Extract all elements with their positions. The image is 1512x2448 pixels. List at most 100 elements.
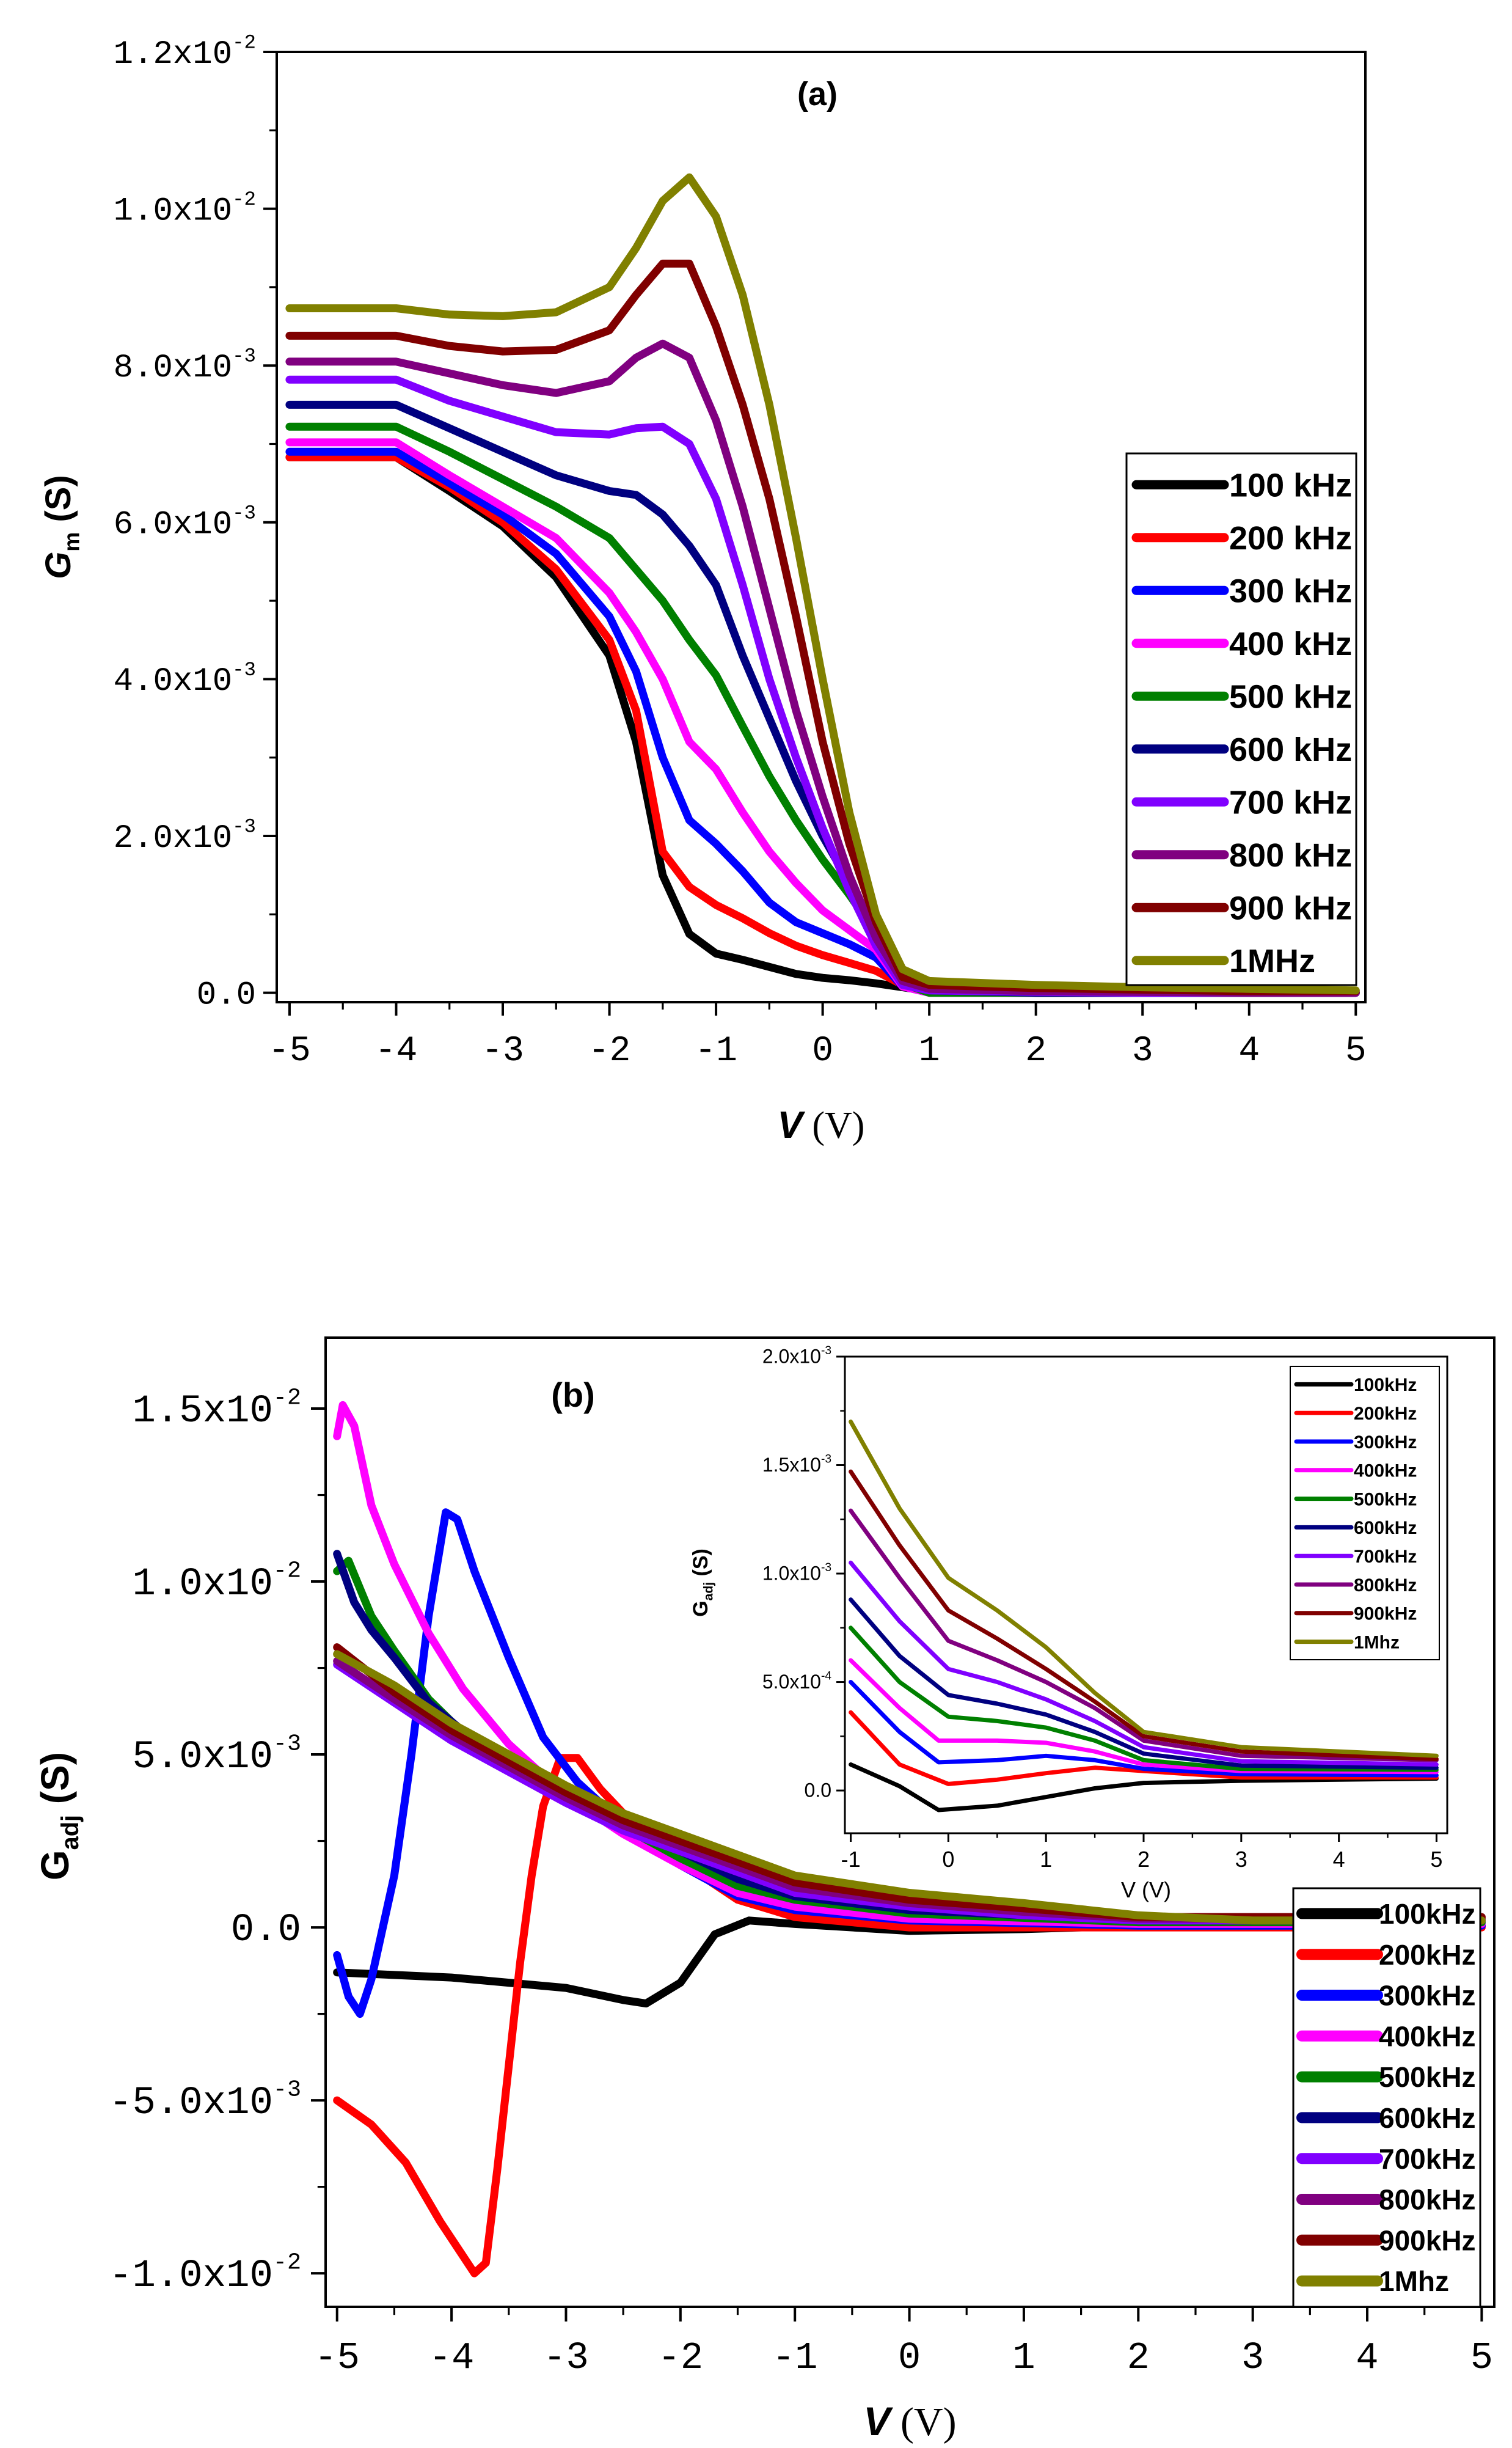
- series-line-700khz: [849, 1560, 1439, 1767]
- legend-item: 700kHz: [1296, 2143, 1476, 2175]
- legend-label: 100 kHz: [1229, 467, 1352, 504]
- legend-box: [1290, 1366, 1440, 1660]
- legend-label: 300kHz: [1354, 1432, 1417, 1453]
- x-tick-label: 3: [1132, 1032, 1153, 1071]
- legend-item: 100kHz: [1294, 1375, 1417, 1395]
- x-axis-title-unit: (V): [803, 1105, 865, 1146]
- legend-item: 600kHz: [1296, 2102, 1476, 2134]
- series-line-500khz: [849, 1625, 1439, 1772]
- legend-item: 1Mhz: [1294, 1632, 1400, 1652]
- plot-frame: [844, 1355, 1448, 1834]
- legend-item: 400kHz: [1296, 2020, 1476, 2052]
- legend-item: 400 kHz: [1131, 626, 1352, 662]
- legend-item: 900kHz: [1296, 2224, 1476, 2256]
- series-line-1mhz: [333, 1650, 1486, 1925]
- y-axis-title-main: G: [38, 552, 78, 579]
- legend-label: 1MHz: [1229, 943, 1315, 980]
- legend-item: 300 kHz: [1131, 573, 1352, 610]
- x-tick-label: 5: [1430, 1847, 1442, 1872]
- chart-panel-a: -5 -4 -3 -2 -1 0 1 2 3 4 50.02.0x10-34.0x10-36.0x1…: [38, 32, 1367, 1146]
- y-axis-title-unit: (S): [33, 1752, 77, 1815]
- y-tick-mantissa: 1.0x10: [114, 192, 232, 230]
- y-tick-exponent: -3: [232, 659, 256, 681]
- y-tick-mantissa: 2.0x10: [114, 820, 232, 857]
- series-line-600khz: [849, 1597, 1439, 1770]
- legend-label: 500kHz: [1379, 2061, 1476, 2093]
- x-axis-title-var: V: [778, 1104, 806, 1146]
- x-tick-label: 3: [1235, 1847, 1247, 1872]
- y-tick-exponent: -3: [232, 345, 256, 368]
- y-tick-mantissa: 0.0: [197, 977, 256, 1014]
- x-axis-title: V (V): [778, 1104, 865, 1146]
- legend-item: 300kHz: [1296, 1980, 1476, 2012]
- y-tick-exponent: -3: [821, 1453, 831, 1466]
- legend-label: 400 kHz: [1229, 626, 1352, 662]
- y-tick-mantissa: 5.0x10: [132, 1735, 272, 1779]
- y-tick-mantissa: 0.0: [231, 1908, 301, 1952]
- y-tick-label: 8.0x10-3: [114, 345, 256, 387]
- y-tick-mantissa: 1.5x10: [132, 1390, 272, 1434]
- legend: 100kHz 200kHz 300kHz 400kHz 500kHz 600kHz 700k…: [1292, 1887, 1481, 2308]
- legend-item: 300kHz: [1294, 1432, 1417, 1453]
- y-tick-exponent: -3: [232, 816, 256, 838]
- legend-item: 700kHz: [1294, 1547, 1417, 1567]
- y-tick-mantissa: 1.0x10: [132, 1563, 272, 1607]
- legend-item: 400kHz: [1294, 1461, 1417, 1481]
- x-tick-label: -2: [658, 2336, 703, 2380]
- y-tick-label: 5.0x10-3: [132, 1730, 301, 1779]
- y-tick-exponent: -3: [821, 1344, 831, 1357]
- y-tick-label: 4.0x10-3: [114, 659, 256, 700]
- legend-label: 300kHz: [1379, 1980, 1476, 2012]
- y-tick-label: -5.0x10-3: [109, 2076, 301, 2125]
- legend-label: 1Mhz: [1354, 1632, 1400, 1652]
- series-line-400khz: [849, 1658, 1439, 1775]
- y-tick-exponent: -4: [821, 1670, 831, 1683]
- legend-item: 700 kHz: [1131, 785, 1352, 821]
- legend-label: 200 kHz: [1229, 520, 1352, 557]
- y-tick-label: 0.0: [231, 1908, 301, 1952]
- y-tick-exponent: -2: [273, 2249, 301, 2276]
- x-tick-label: 1: [1040, 1847, 1052, 1872]
- legend-item: 800kHz: [1294, 1575, 1417, 1596]
- legend-label: 300 kHz: [1229, 573, 1352, 610]
- legend-label: 200kHz: [1354, 1404, 1417, 1424]
- legend-item: 500kHz: [1294, 1489, 1417, 1509]
- y-tick-exponent: -2: [232, 32, 256, 54]
- y-tick-label: 0.0: [197, 977, 256, 1014]
- legend-label: 900 kHz: [1229, 890, 1352, 927]
- legend-item: 900 kHz: [1131, 890, 1352, 927]
- x-tick-label: 5: [1470, 2336, 1493, 2380]
- x-tick-label: -5: [315, 2336, 360, 2380]
- y-axis-title-sub: adj: [57, 1815, 84, 1850]
- y-tick-exponent: -2: [273, 1384, 301, 1411]
- legend-label: 700kHz: [1379, 2143, 1476, 2175]
- y-tick-label: 6.0x10-3: [114, 502, 256, 543]
- x-tick-label: -1: [772, 2336, 817, 2380]
- y-tick-label: 1.0x10-2: [132, 1557, 301, 1607]
- plot-frame: [276, 51, 1367, 1003]
- y-tick-exponent: -3: [232, 502, 256, 524]
- series-line-100khz: [849, 1762, 1439, 1812]
- legend-label: 500kHz: [1354, 1489, 1417, 1509]
- x-tick-label: -4: [375, 1032, 418, 1071]
- legend-label: 500 kHz: [1229, 679, 1352, 716]
- legend-label: 100kHz: [1354, 1375, 1417, 1395]
- x-tick-label: -2: [588, 1032, 631, 1071]
- x-tick-label: 5: [1345, 1032, 1367, 1071]
- legend-label: 900kHz: [1379, 2224, 1476, 2256]
- y-tick-label: 0.0: [805, 1779, 831, 1801]
- series-line-900khz: [333, 1643, 1486, 1921]
- x-axis-title-var: V: [863, 2399, 893, 2444]
- x-tick-label: -4: [429, 2336, 474, 2380]
- legend-item: 500kHz: [1296, 2061, 1476, 2093]
- y-axis-title-sub: m: [59, 532, 84, 552]
- legend-label: 800 kHz: [1229, 837, 1352, 874]
- legend-label: 800kHz: [1379, 2184, 1476, 2216]
- legend-item: 200kHz: [1296, 1939, 1476, 1971]
- y-tick-exponent: -3: [273, 2076, 301, 2103]
- series-group: [333, 1401, 1486, 2278]
- legend-item: 800kHz: [1296, 2184, 1476, 2216]
- legend-item: 600kHz: [1294, 1518, 1417, 1538]
- y-tick-mantissa: 8.0x10: [114, 350, 232, 387]
- x-axis-title: V (V): [863, 2399, 956, 2444]
